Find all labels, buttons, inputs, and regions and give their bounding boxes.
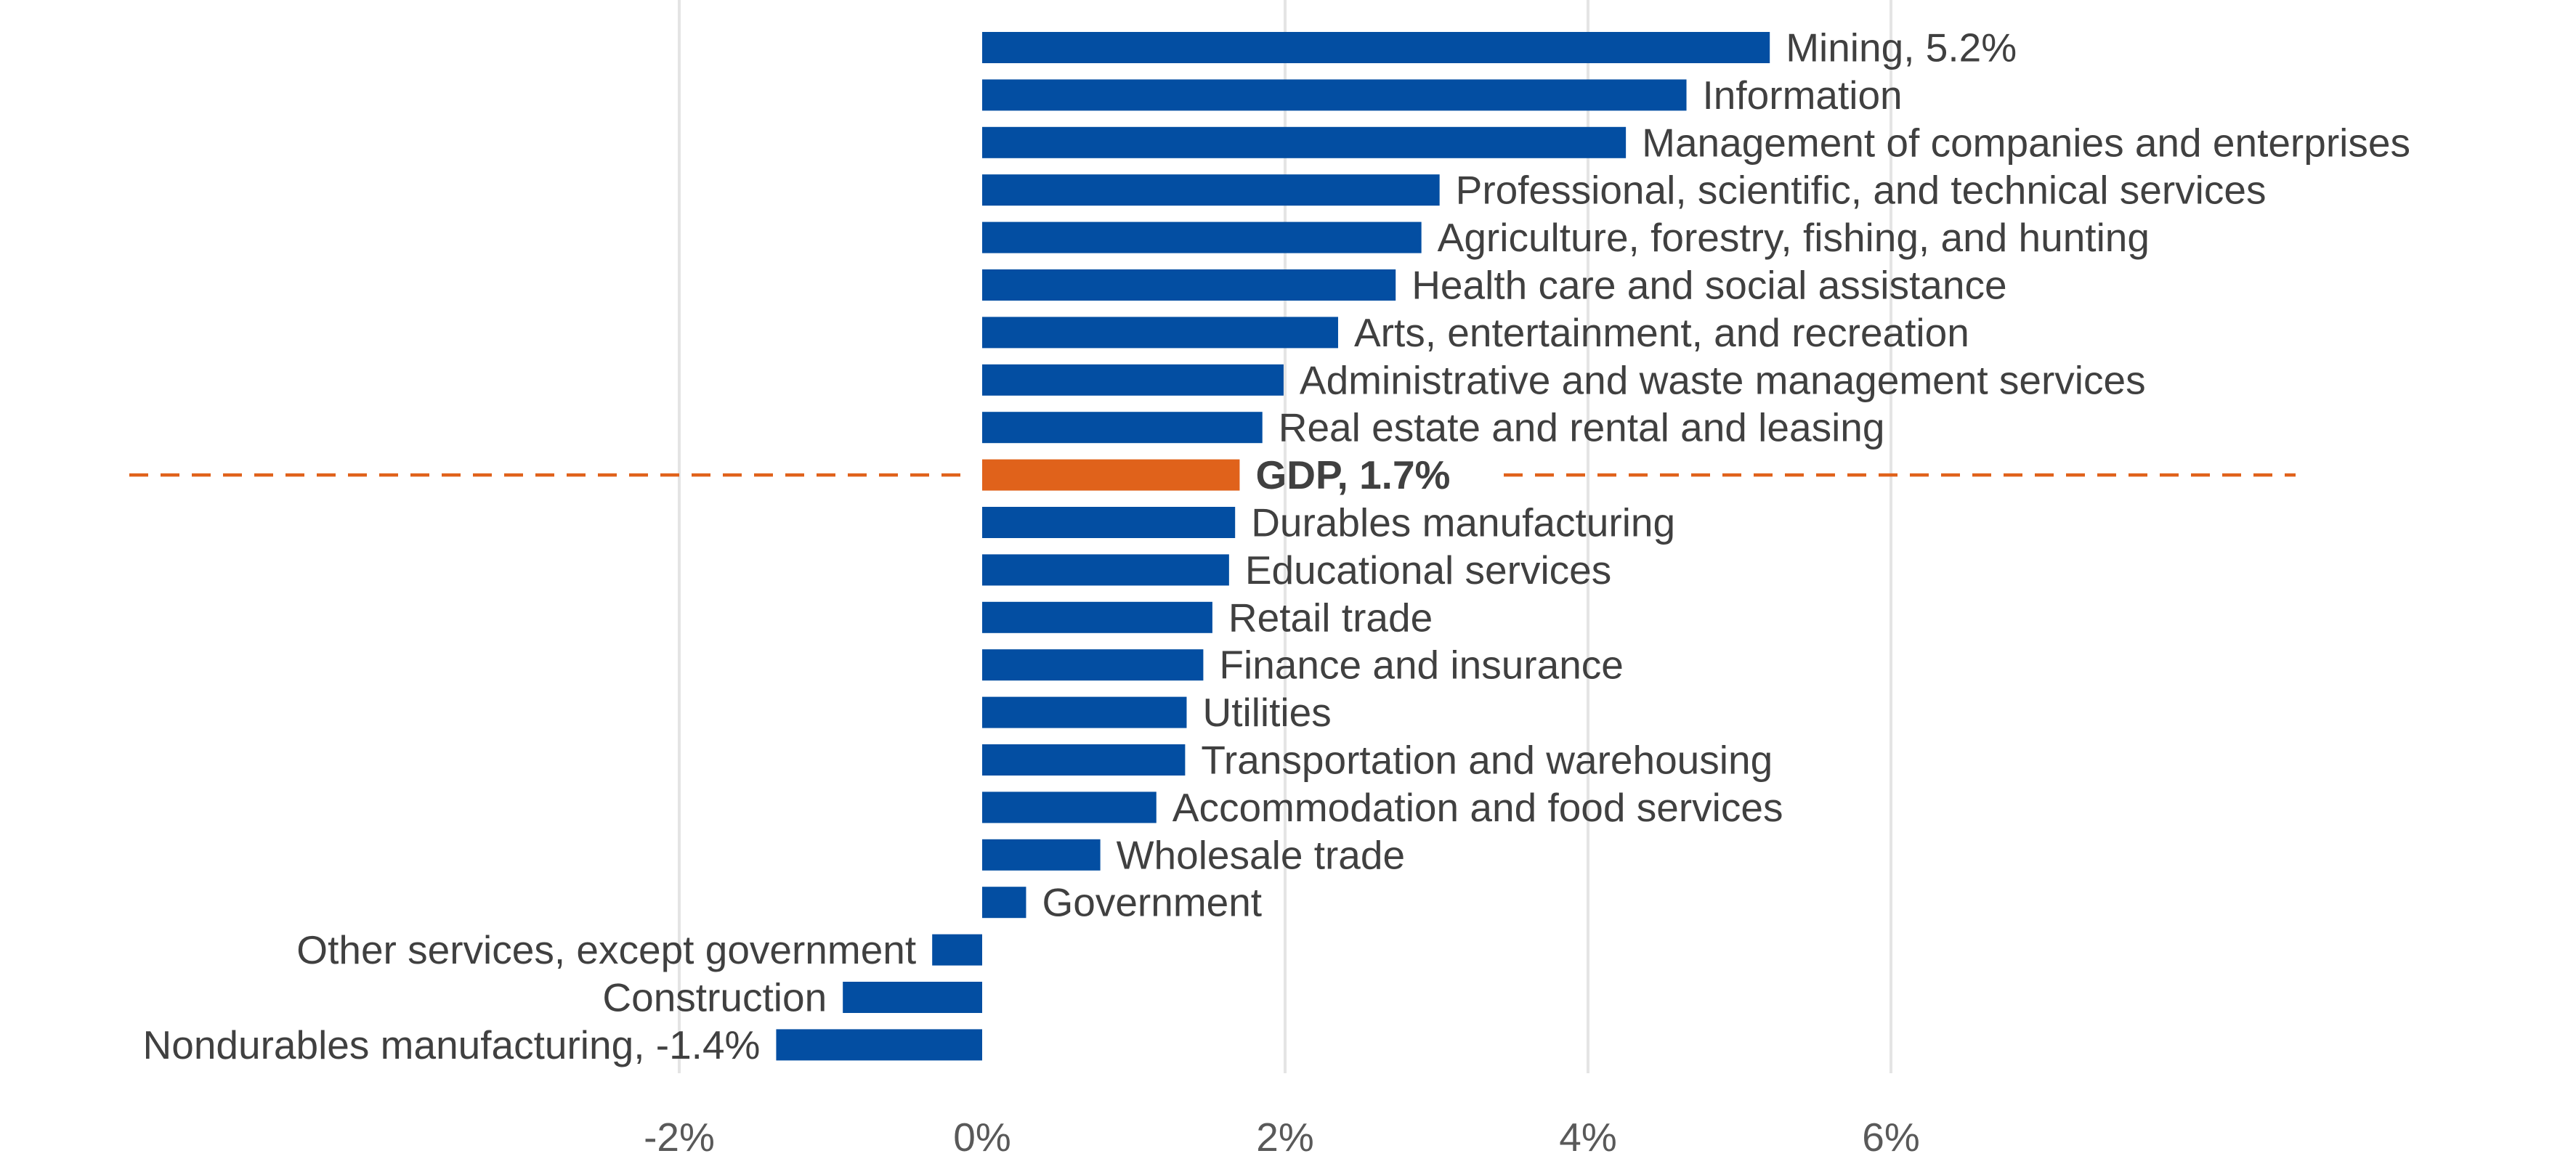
bar [982, 412, 1263, 444]
bar [982, 744, 1186, 776]
bar [982, 221, 1422, 253]
bar [982, 507, 1236, 538]
bar-label: Accommodation and food services [1172, 785, 1783, 830]
bars [776, 32, 1770, 1061]
bar [982, 32, 1770, 63]
bar-label: Finance and insurance [1219, 643, 1623, 688]
bar-gdp [982, 459, 1240, 491]
x-tick-label: 0% [953, 1115, 1011, 1160]
bar-label: Retail trade [1228, 595, 1433, 640]
bar-label: Transportation and warehousing [1201, 738, 1773, 783]
x-tick-label: -2% [644, 1115, 715, 1160]
bar [982, 79, 1687, 111]
bar [982, 791, 1157, 823]
bar-label: Information [1703, 73, 1903, 118]
bar [982, 839, 1101, 871]
bar [982, 887, 1026, 919]
bar [776, 1029, 982, 1061]
x-tick-label: 6% [1862, 1115, 1920, 1160]
bar [982, 269, 1396, 301]
x-tick-label: 4% [1559, 1115, 1617, 1160]
bar-label: Utilities [1202, 690, 1331, 735]
bar-label: Construction [602, 975, 827, 1020]
bar-label: Real estate and rental and leasing [1279, 405, 1885, 450]
bar-label: Arts, entertainment, and recreation [1354, 310, 1969, 355]
bar-label: Administrative and waste management serv… [1300, 357, 2146, 402]
bar [982, 364, 1284, 396]
bar-label: Government [1042, 880, 1262, 925]
bar [843, 982, 982, 1013]
bar-label: Educational services [1245, 548, 1611, 593]
bar-label: Nondurables manufacturing, -1.4% [143, 1022, 761, 1067]
bar-label: Professional, scientific, and technical … [1456, 168, 2267, 213]
bar-label: Management of companies and enterprises [1642, 120, 2410, 165]
bar-label: Durables manufacturing [1251, 500, 1675, 545]
bar-label: Mining, 5.2% [1786, 25, 2017, 70]
bar-label: Wholesale trade [1117, 832, 1405, 877]
bar [982, 649, 1204, 681]
x-axis-tick-labels: -2% 0% 2% 4% 6% [644, 1115, 1920, 1160]
bar [982, 126, 1627, 158]
bar [982, 554, 1229, 586]
bar [932, 934, 982, 966]
bar-label: Agriculture, forestry, fishing, and hunt… [1438, 215, 2150, 260]
bar-label: Other services, except government [296, 927, 916, 972]
bar [982, 601, 1212, 633]
bar-label-gdp: GDP, 1.7% [1255, 452, 1450, 497]
bar [982, 696, 1187, 728]
x-tick-label: 2% [1256, 1115, 1314, 1160]
bar [982, 174, 1440, 206]
bar-label: Health care and social assistance [1411, 263, 2006, 308]
bar [982, 317, 1338, 349]
